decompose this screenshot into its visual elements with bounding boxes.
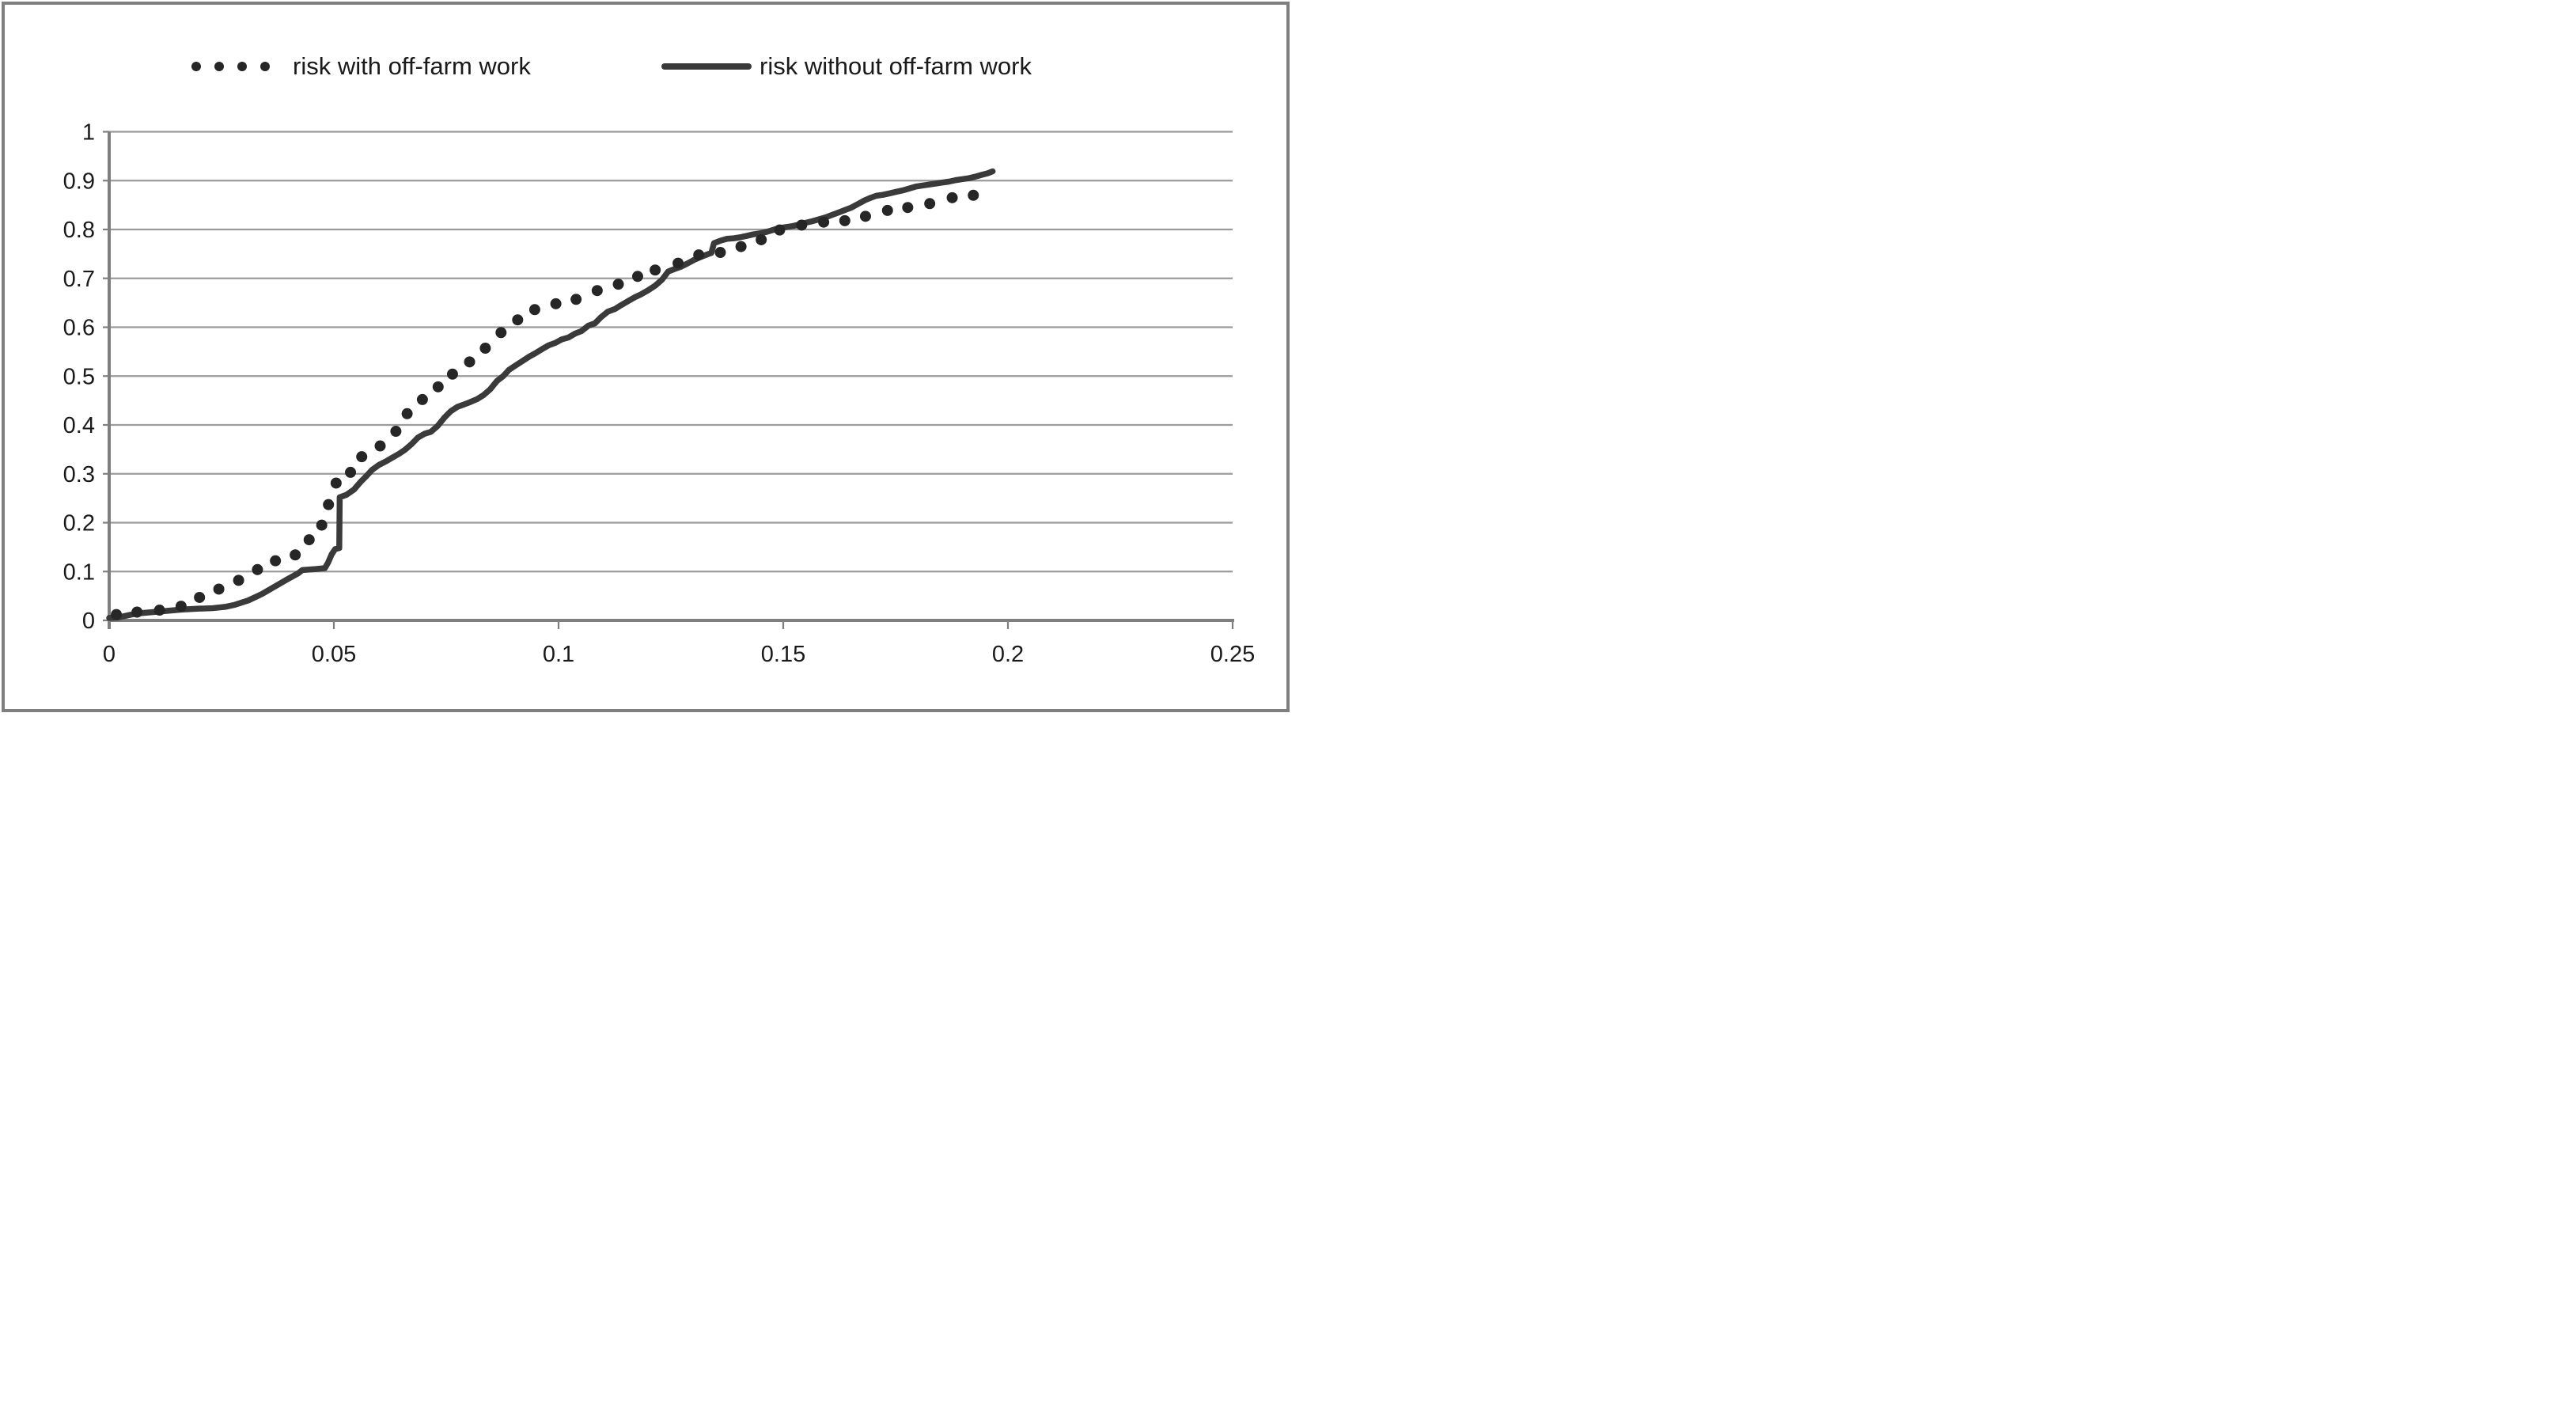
- series-dot-risk-with-off-farm-work: [303, 534, 315, 546]
- series-dot-risk-with-off-farm-work: [290, 549, 301, 561]
- series-dot-risk-with-off-farm-work: [650, 264, 661, 276]
- series-dot-risk-with-off-farm-work: [316, 519, 328, 531]
- x-tick-label: 0.1: [543, 642, 574, 667]
- x-tick-label: 0.05: [312, 642, 356, 667]
- series-dot-risk-with-off-farm-work: [111, 609, 123, 620]
- series-dot-risk-with-off-farm-work: [818, 216, 830, 228]
- series-dot-risk-with-off-farm-work: [796, 219, 808, 231]
- series-dot-risk-with-off-farm-work: [631, 271, 643, 283]
- y-tick-label: 0.6: [63, 316, 95, 341]
- series-dot-risk-with-off-farm-work: [672, 257, 684, 269]
- series-dot-risk-with-off-farm-work: [330, 477, 342, 489]
- series-dot-risk-with-off-farm-work: [479, 343, 491, 355]
- y-tick-label: 0.4: [63, 413, 95, 438]
- series-line-risk-without-off-farm-work: [106, 168, 996, 621]
- y-tick-label: 0.3: [63, 462, 95, 487]
- series-dot-risk-with-off-farm-work: [756, 233, 767, 245]
- legend-item-risk-with-off-farm-work: risk with off-farm work: [191, 44, 531, 89]
- series-dot-risk-with-off-farm-work: [693, 249, 705, 261]
- series-dot-risk-with-off-farm-work: [194, 591, 206, 603]
- series-dot-risk-with-off-farm-work: [902, 202, 914, 214]
- series-dot-risk-with-off-farm-work: [495, 327, 507, 339]
- series-dot-risk-with-off-farm-work: [735, 241, 747, 252]
- series-dot-risk-with-off-farm-work: [612, 279, 624, 290]
- series-dot-risk-with-off-farm-work: [252, 563, 263, 575]
- series-dot-risk-with-off-farm-work: [839, 214, 850, 226]
- legend-label-risk-without-off-farm-work: risk without off-farm work: [760, 52, 1032, 80]
- chart-canvas: 0 0.1 0.2 0.3 0.4 0.5 0.6 0.7 0.8 0.9 1 0 0.05 0.1 0.1…: [63, 120, 1256, 668]
- series-dot-risk-with-off-farm-work: [924, 198, 936, 210]
- x-tick-label: 0: [103, 642, 116, 667]
- legend-label-risk-with-off-farm-work: risk with off-farm work: [293, 52, 531, 80]
- series-dot-risk-with-off-farm-work: [591, 285, 603, 297]
- series-dot-risk-with-off-farm-work: [570, 294, 582, 305]
- series-dot-risk-with-off-farm-work: [512, 314, 524, 326]
- series-dot-risk-with-off-farm-work: [175, 601, 187, 612]
- series-dot-risk-with-off-farm-work: [345, 466, 357, 478]
- series-dot-risk-with-off-farm-work: [153, 605, 165, 616]
- y-tick-label: 0.7: [63, 267, 95, 292]
- y-tick-label: 1: [82, 120, 95, 146]
- x-tick-label: 0.25: [1210, 642, 1255, 667]
- legend-item-risk-without-off-farm-work: risk without off-farm work: [661, 44, 1032, 89]
- series-dot-risk-with-off-farm-work: [432, 381, 444, 392]
- figure-frame: 0 0.1 0.2 0.3 0.4 0.5 0.6 0.7 0.8 0.9 1 0 0.05 0.1 0.1…: [2, 2, 1290, 712]
- series-dot-risk-with-off-farm-work: [416, 393, 428, 405]
- series-dot-risk-with-off-farm-work: [528, 304, 540, 316]
- series-dot-risk-with-off-farm-work: [968, 189, 979, 201]
- y-tick-label: 0.2: [63, 511, 95, 537]
- y-tick-label: 0.9: [63, 169, 95, 194]
- series-dot-risk-with-off-farm-work: [270, 555, 282, 567]
- series-dot-risk-with-off-farm-work: [550, 298, 562, 309]
- y-tick-label: 0.1: [63, 559, 95, 585]
- series-dot-risk-with-off-farm-work: [374, 440, 386, 452]
- solid-series-marker-icon: [661, 63, 752, 70]
- series-dot-risk-with-off-farm-work: [131, 606, 143, 618]
- series-dot-risk-with-off-farm-work: [390, 426, 402, 438]
- series-dot-risk-with-off-farm-work: [774, 224, 786, 236]
- y-tick-label: 0.5: [63, 364, 95, 389]
- series-dot-risk-with-off-farm-work: [356, 451, 368, 463]
- series-dot-risk-with-off-farm-work: [464, 356, 475, 368]
- dotted-series-marker-icon: [191, 62, 270, 71]
- series-dot-risk-with-off-farm-work: [881, 204, 893, 216]
- series-dot-risk-with-off-farm-work: [946, 191, 958, 203]
- y-tick-label: 0.8: [63, 218, 95, 243]
- chart-legend: risk with off-farm work risk without off…: [5, 5, 1286, 100]
- series-dot-risk-with-off-farm-work: [323, 499, 335, 510]
- x-tick-label: 0.15: [761, 642, 805, 667]
- x-tick-label: 0.2: [992, 642, 1024, 667]
- series-dot-risk-with-off-farm-work: [859, 210, 871, 222]
- series-dot-risk-with-off-farm-work: [401, 408, 413, 419]
- series-dot-risk-with-off-farm-work: [233, 574, 244, 586]
- series-dot-risk-with-off-farm-work: [714, 247, 726, 259]
- y-tick-label: 0: [82, 609, 95, 634]
- series-dot-risk-with-off-farm-work: [213, 583, 225, 595]
- series-dot-risk-with-off-farm-work: [446, 368, 458, 380]
